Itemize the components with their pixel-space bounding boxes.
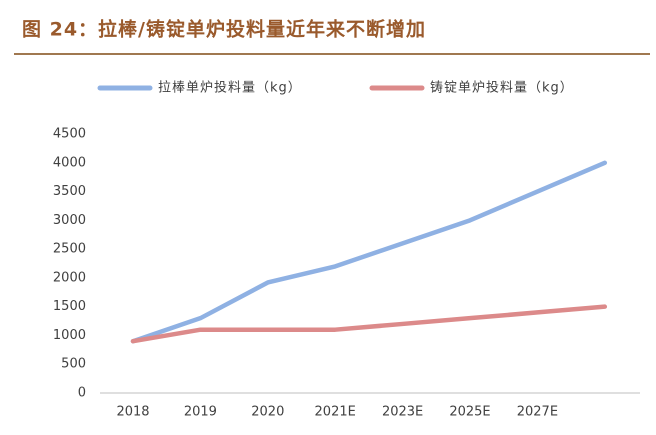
y-tick-label: 1500 — [53, 299, 86, 314]
x-tick-label: 2025E — [449, 405, 490, 420]
x-tick-label: 2019 — [184, 405, 217, 420]
y-tick-label: 3500 — [53, 184, 86, 199]
y-tick-label: 2000 — [53, 270, 86, 285]
y-tick-label: 4500 — [53, 127, 86, 142]
y-tick-label: 500 — [61, 357, 86, 372]
series-line — [130, 304, 608, 344]
y-tick-label: 4000 — [53, 155, 86, 170]
x-tick-label: 2027E — [517, 405, 558, 420]
x-tick-label: 2018 — [116, 405, 149, 420]
y-tick-label: 3000 — [53, 213, 86, 228]
y-tick-label: 1000 — [53, 328, 86, 343]
legend-label: 拉棒单炉投料量（kg） — [158, 80, 302, 96]
series-line — [130, 160, 608, 344]
y-tick-label: 0 — [78, 386, 86, 401]
x-tick-label: 2020 — [251, 405, 284, 420]
x-tick-label: 2021E — [315, 405, 356, 420]
x-tick-label: 2023E — [382, 405, 423, 420]
legend-label: 铸锭单炉投料量（kg） — [430, 80, 574, 96]
y-tick-label: 2500 — [53, 242, 86, 257]
chart-title: 图 24：拉棒/铸锭单炉投料量近年来不断增加 — [22, 18, 426, 41]
